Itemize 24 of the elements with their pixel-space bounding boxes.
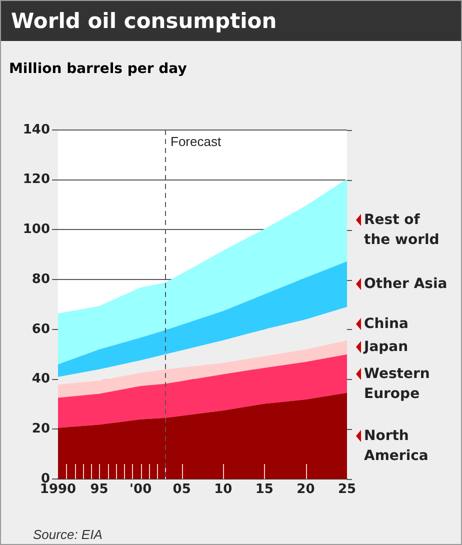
y-tick-label: 140 bbox=[22, 122, 50, 138]
series-label: China bbox=[364, 314, 410, 334]
y-tick-label: 60 bbox=[32, 322, 50, 337]
series-label: Rest of the world bbox=[364, 211, 440, 250]
y-tick-label: 80 bbox=[32, 272, 50, 287]
x-tick-label: 95 bbox=[90, 482, 108, 498]
chart-title: World oil consumption bbox=[1, 1, 461, 41]
series-label: Western Europe bbox=[364, 364, 431, 404]
y-tick-label: 100 bbox=[22, 222, 50, 238]
x-tick-label: '00 bbox=[130, 482, 152, 498]
x-tick-label: 20 bbox=[296, 482, 315, 498]
y-tick-label: 120 bbox=[22, 172, 50, 188]
y-axis-title: Million barrels per day bbox=[9, 61, 187, 77]
series-label: Japan bbox=[364, 338, 410, 358]
x-tick-label: 15 bbox=[255, 482, 274, 498]
x-tick-label: 25 bbox=[338, 482, 356, 498]
series-label: North America bbox=[364, 426, 430, 466]
series-label: Other Asia bbox=[364, 275, 448, 294]
y-tick-label: 20 bbox=[32, 422, 50, 437]
x-tick-label: 05 bbox=[172, 482, 191, 498]
x-tick-label: 10 bbox=[214, 482, 232, 498]
source-note: Source: EIA bbox=[33, 527, 102, 542]
ref-line-label: Forecast bbox=[170, 134, 222, 150]
y-tick-label: 40 bbox=[32, 372, 50, 387]
